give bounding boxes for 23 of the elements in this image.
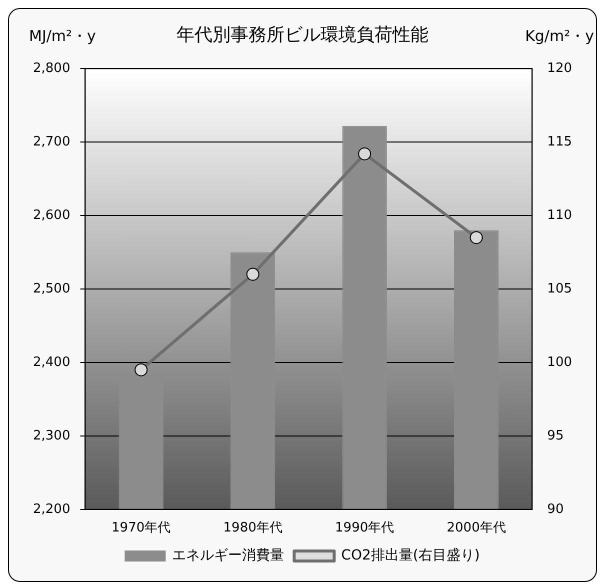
y-axis-title: MJ/m²・y xyxy=(29,26,96,45)
y2-tick-label: 100 xyxy=(547,354,572,370)
legend-label: CO2排出量(右目盛り) xyxy=(341,548,480,564)
chart-title: 年代別事務所ビル環境負荷性能 xyxy=(176,24,428,46)
legend-label: エネルギー消費量 xyxy=(172,548,284,564)
y-tick-label: 2,400 xyxy=(33,354,70,370)
y2-tick-label: 120 xyxy=(547,60,572,76)
x-tick-label: 1980年代 xyxy=(223,520,282,536)
y2-tick-label: 115 xyxy=(547,134,572,150)
y-tick-label: 2,300 xyxy=(33,428,70,444)
x-tick-label: 1990年代 xyxy=(335,520,394,536)
y-tick-label: 2,600 xyxy=(33,208,70,223)
y-tick-label: 2,500 xyxy=(33,281,70,296)
y-tick-label: 2,200 xyxy=(33,502,70,517)
y2-tick-label: 110 xyxy=(547,208,572,223)
y2-tick-label: 90 xyxy=(547,502,564,517)
y-tick-label: 2,800 xyxy=(33,60,70,76)
y2-axis-title: Kg/m²・y xyxy=(525,26,594,45)
y2-tick-label: 95 xyxy=(547,428,564,444)
y2-tick-label: 105 xyxy=(547,281,572,296)
y-tick-label: 2,700 xyxy=(33,134,70,150)
x-tick-label: 2000年代 xyxy=(446,520,506,536)
x-tick-label: 1970年代 xyxy=(112,520,171,536)
